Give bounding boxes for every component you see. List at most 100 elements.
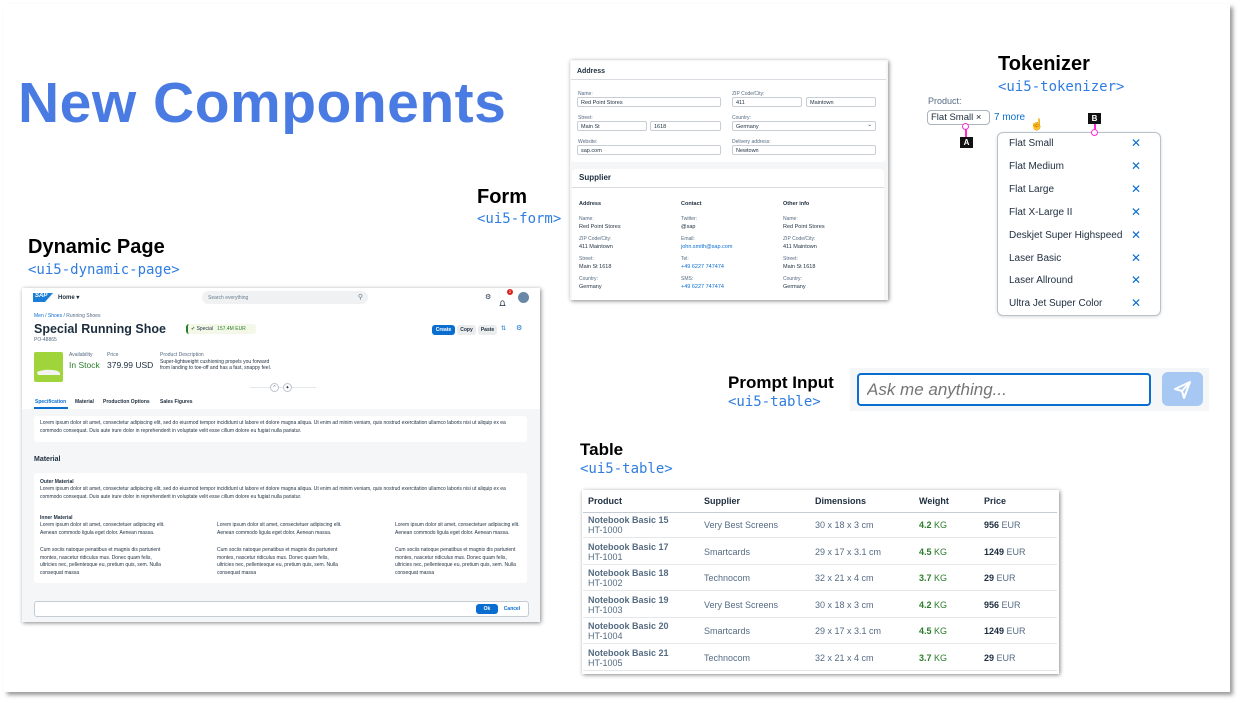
create-button[interactable]: Create (432, 325, 455, 335)
close-icon[interactable]: ✕ (1131, 136, 1142, 150)
pin-header-button[interactable]: ✦ (283, 383, 292, 392)
token-list-item[interactable]: Flat Medium (1009, 160, 1065, 172)
token-list-item[interactable]: Flat X-Large II (1009, 206, 1073, 218)
delivery-label: Delivery address: (732, 139, 771, 145)
sort-icon[interactable]: ⇅ (501, 326, 507, 332)
token-list-item[interactable]: Laser Allround (1009, 275, 1073, 287)
street-label: Street: (578, 115, 593, 121)
table-row[interactable] (583, 565, 1057, 592)
search-input[interactable]: Search everything ⚲ (202, 291, 368, 304)
tab-material[interactable]: Material (75, 399, 94, 405)
close-icon[interactable]: ✕ (1131, 204, 1142, 219)
breadcrumb-men[interactable]: Men (34, 313, 44, 319)
bell-icon[interactable] (499, 294, 506, 306)
supplier-field-value[interactable]: john.smith@sap.com (681, 244, 733, 250)
supplier-field-value[interactable]: +49 6227 747474 (681, 284, 724, 290)
table-row[interactable] (583, 618, 1057, 645)
weight-cell: 3.7 KG (919, 653, 947, 663)
price-currency: EUR (1006, 546, 1026, 557)
token-list-item[interactable]: Ultra Jet Super Color (1009, 298, 1103, 310)
breadcrumb-shoes[interactable]: Shoes (47, 313, 63, 319)
website-input[interactable]: sap.com (577, 145, 721, 155)
table-row[interactable] (583, 539, 1057, 565)
price-currency: EUR (1006, 626, 1026, 637)
number-input[interactable]: 1618 (650, 121, 721, 131)
weight-value: 4.5 (919, 626, 932, 637)
price-cell: 1249 EUR (984, 626, 1026, 636)
table-row[interactable] (583, 512, 1057, 538)
product-image (34, 352, 63, 382)
delivery-input[interactable]: Newtown (732, 145, 876, 155)
paste-button[interactable]: Paste (478, 325, 497, 335)
close-icon[interactable]: ✕ (1131, 250, 1142, 265)
tab-production-options[interactable]: Production Options (103, 399, 150, 405)
price-value: 29 (984, 573, 995, 584)
gear-icon[interactable]: ⚙ (516, 325, 523, 332)
product-name: Notebook Basic 15 (588, 515, 669, 525)
prompt-input[interactable] (857, 373, 1151, 406)
supplier-field-value: Red Point Stores (783, 224, 825, 230)
page-title: Special Running Shoe (34, 322, 166, 336)
zip-input[interactable]: 411 (732, 97, 802, 107)
copy-button[interactable]: Copy (457, 325, 476, 335)
price-currency: EUR (1001, 599, 1021, 610)
column-header[interactable]: Product (588, 496, 623, 506)
supplier-field-value: Main St 1618 (579, 264, 612, 270)
ok-button[interactable]: Ok (476, 604, 498, 614)
name-input[interactable]: Red Point Stores (577, 97, 721, 107)
dimensions-cell: 30 x 18 x 3 cm (815, 599, 874, 610)
send-button[interactable] (1162, 372, 1203, 406)
token-list-item[interactable]: Flat Small (1009, 138, 1054, 149)
weight-cell: 4.2 KG (919, 520, 947, 530)
token-list-item[interactable]: Deskjet Super Highspeed (1009, 229, 1123, 241)
footer-bar (34, 601, 529, 617)
supplier-field-label: ZIP Code/City: (579, 236, 612, 242)
availability-value: In Stock (69, 360, 100, 370)
check-icon: ✔ (191, 326, 196, 332)
column-header[interactable]: Price (984, 496, 1007, 506)
settings-icon[interactable]: ⚙ (485, 294, 492, 301)
collapse-header-button[interactable]: ⌃ (270, 383, 279, 392)
supplier-field-label: Country: (783, 276, 802, 282)
street-input[interactable]: Main St (577, 121, 647, 131)
home-menu[interactable]: Home ▾ (58, 294, 79, 301)
city-input[interactable]: Maintown (806, 97, 876, 107)
tab-sales-figures[interactable]: Sales Figures (160, 399, 193, 405)
inner-material-text: Cum sociis natoque penatibus et magnis d… (395, 547, 516, 576)
close-icon[interactable]: × (975, 112, 982, 123)
table-label: Table (580, 440, 624, 459)
product-label: Product: (928, 96, 962, 106)
cancel-button[interactable]: Cancel (503, 606, 521, 612)
supplier-cell: Very Best Screens (704, 599, 779, 610)
close-icon[interactable]: ✕ (1131, 296, 1142, 311)
token-flat-small[interactable]: Flat Small × (927, 110, 990, 125)
table-row[interactable] (583, 645, 1057, 671)
country-select[interactable]: Germany ⌄ (732, 121, 876, 131)
column-header[interactable]: Supplier (704, 496, 741, 506)
zip-label: ZIP Code/City: (732, 91, 765, 97)
dimensions-cell: 30 x 18 x 3 cm (815, 520, 874, 530)
table-row[interactable] (583, 592, 1057, 618)
supplier-field-label: Street: (783, 256, 798, 262)
column-header[interactable]: Weight (919, 496, 949, 506)
tab-specification[interactable]: Specification (35, 399, 67, 405)
supplier-column-heading: Other info (783, 201, 810, 207)
supplier-field-value[interactable]: +49 6227 747474 (681, 264, 724, 270)
price-value: 1249 (984, 626, 1005, 637)
token-list-item[interactable]: Laser Basic (1009, 252, 1062, 264)
products-table (582, 490, 1059, 674)
avatar[interactable] (518, 292, 529, 303)
close-icon[interactable]: ✕ (1131, 181, 1142, 196)
supplier-field-label: ZIP Code/City: (783, 236, 816, 242)
weight-unit: KG (934, 546, 948, 557)
search-icon[interactable]: ⚲ (357, 294, 363, 301)
close-icon[interactable]: ✕ (1131, 158, 1142, 173)
caret-down-icon: ▾ (76, 295, 80, 301)
supplier-field-value: @sap (681, 224, 696, 230)
column-header[interactable]: Dimensions (815, 496, 867, 506)
product-id: HT-1000 (588, 525, 623, 535)
token-list-item[interactable]: Flat Large (1009, 183, 1055, 195)
close-icon[interactable]: ✕ (1131, 227, 1142, 242)
close-icon[interactable]: ✕ (1131, 273, 1142, 288)
more-link[interactable]: 7 more (994, 112, 1026, 123)
